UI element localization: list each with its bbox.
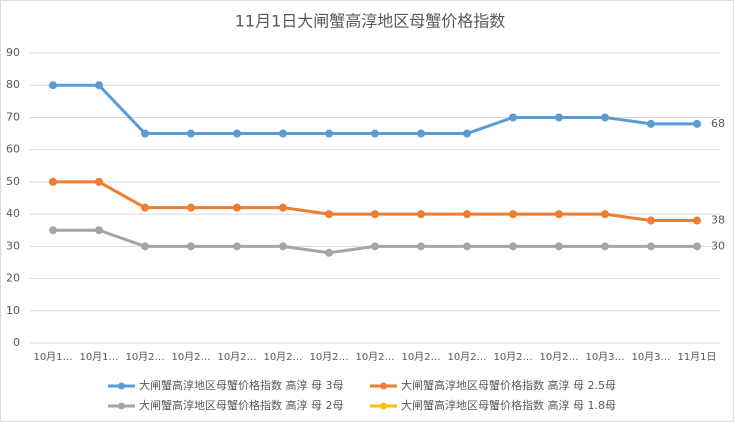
point <box>95 226 103 235</box>
legend-marker <box>118 382 125 390</box>
point <box>325 210 333 219</box>
point <box>647 119 655 128</box>
y-tick-label: 40 <box>6 207 20 220</box>
point <box>49 81 57 90</box>
x-tick-label: 10月2… <box>125 351 164 363</box>
legend-marker <box>380 402 387 410</box>
point <box>279 129 287 138</box>
point <box>647 242 655 251</box>
point <box>509 242 517 251</box>
point <box>417 129 425 138</box>
x-tick-label: 10月3… <box>585 351 624 363</box>
point <box>233 242 241 251</box>
point <box>417 210 425 219</box>
data-label: 68 <box>711 117 725 130</box>
y-tick-label: 10 <box>6 304 20 317</box>
point <box>555 210 563 219</box>
x-tick-label: 10月2… <box>539 351 578 363</box>
x-tick-label: 10月2… <box>493 351 532 363</box>
legend-marker <box>380 382 387 390</box>
point <box>187 203 195 212</box>
data-label: 38 <box>711 214 725 227</box>
point <box>555 242 563 251</box>
point <box>49 177 57 186</box>
y-tick-label: 90 <box>6 46 20 59</box>
x-tick-label: 10月2… <box>217 351 256 363</box>
x-tick-label: 11月1日 <box>677 351 716 363</box>
point <box>463 210 471 219</box>
legend-label: 大闸蟹高淳地区母蟹价格指数 高淳 母 2.5母 <box>401 378 616 392</box>
point <box>417 242 425 251</box>
point <box>279 203 287 212</box>
chart-title: 11月1日大闸蟹高淳地区母蟹价格指数 <box>235 12 506 31</box>
y-tick-label: 20 <box>6 272 20 285</box>
point <box>233 203 241 212</box>
point <box>371 210 379 219</box>
x-tick-label: 10月3… <box>631 351 670 363</box>
x-tick-label: 10月2… <box>309 351 348 363</box>
x-tick-label: 10月1… <box>79 351 118 363</box>
point <box>95 177 103 186</box>
point <box>555 113 563 122</box>
point <box>647 216 655 225</box>
legend-label: 大闸蟹高淳地区母蟹价格指数 高淳 母 3母 <box>139 378 344 392</box>
point <box>141 203 149 212</box>
x-tick-label: 10月2… <box>263 351 302 363</box>
y-tick-label: 80 <box>6 78 20 91</box>
x-tick-label: 10月2… <box>401 351 440 363</box>
point <box>693 216 701 225</box>
point <box>187 129 195 138</box>
point <box>371 242 379 251</box>
point <box>141 242 149 251</box>
point <box>693 242 701 251</box>
point <box>141 129 149 138</box>
point <box>601 242 609 251</box>
point <box>325 248 333 257</box>
point <box>371 129 379 138</box>
y-tick-label: 50 <box>6 175 20 188</box>
y-tick-label: 0 <box>13 336 20 349</box>
point <box>601 113 609 122</box>
point <box>49 226 57 235</box>
legend-label: 大闸蟹高淳地区母蟹价格指数 高淳 母 1.8母 <box>401 398 616 412</box>
x-tick-label: 10月1… <box>33 351 72 363</box>
x-tick-label: 10月2… <box>447 351 486 363</box>
point <box>233 129 241 138</box>
point <box>509 210 517 219</box>
legend-label: 大闸蟹高淳地区母蟹价格指数 高淳 母 2母 <box>139 398 344 412</box>
point <box>601 210 609 219</box>
y-tick-label: 30 <box>6 239 20 252</box>
legend-marker <box>118 402 125 410</box>
point <box>463 242 471 251</box>
point <box>187 242 195 251</box>
point <box>279 242 287 251</box>
y-tick-label: 70 <box>6 110 20 123</box>
point <box>325 129 333 138</box>
point <box>463 129 471 138</box>
y-tick-label: 60 <box>6 143 20 156</box>
point <box>509 113 517 122</box>
x-tick-label: 10月2… <box>355 351 394 363</box>
point <box>693 119 701 128</box>
data-label: 30 <box>711 239 725 252</box>
x-tick-label: 10月2… <box>171 351 210 363</box>
point <box>95 81 103 90</box>
